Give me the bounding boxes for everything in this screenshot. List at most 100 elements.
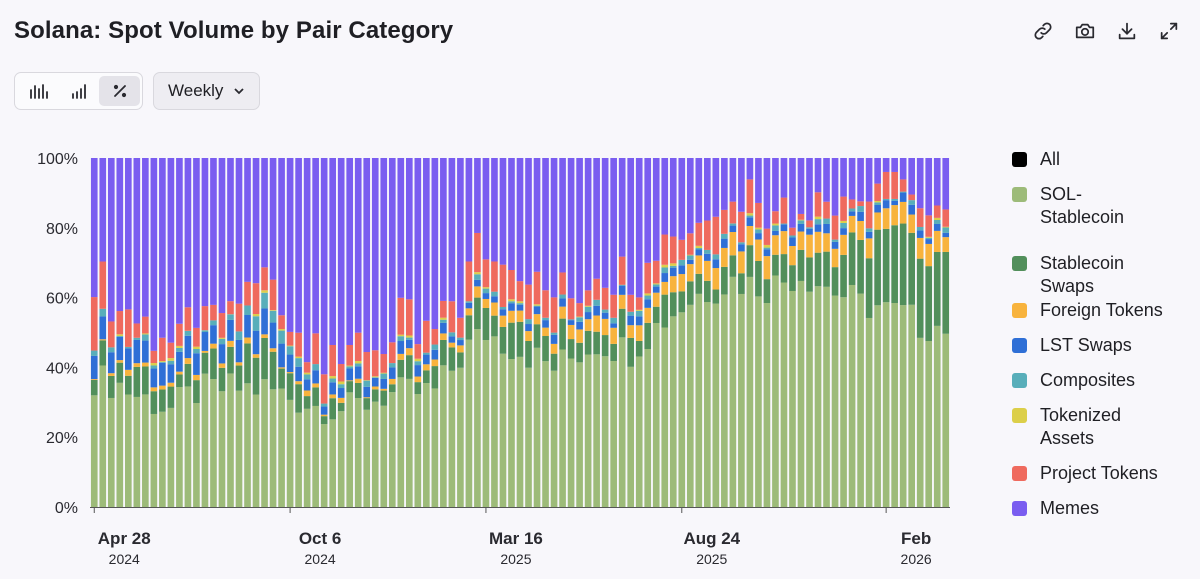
bar-segment-foreign[interactable] — [678, 274, 686, 292]
bar-segment-stable_swaps[interactable] — [107, 375, 115, 398]
bar-segment-memes[interactable] — [601, 158, 609, 288]
bar-segment-memes[interactable] — [278, 158, 285, 316]
bar-segment-lst[interactable] — [797, 223, 805, 232]
bar-segment-foreign[interactable] — [116, 360, 124, 363]
bar-segment-sol_stable[interactable] — [99, 365, 107, 507]
bar-segment-tokenized[interactable] — [261, 290, 268, 293]
bar-segment-stable_swaps[interactable] — [669, 292, 677, 317]
bar-segment-sol_stable[interactable] — [712, 303, 720, 507]
bar-segment-foreign[interactable] — [772, 235, 779, 255]
bar-segment-stable_swaps[interactable] — [516, 321, 524, 357]
bar-segment-stable_swaps[interactable] — [704, 280, 711, 303]
bar-segment-lst[interactable] — [397, 341, 405, 354]
bar-segment-foreign[interactable] — [584, 319, 592, 331]
bar-segment-memes[interactable] — [780, 158, 788, 198]
bar-segment-sol_stable[interactable] — [133, 396, 141, 507]
bar-segment-stable_swaps[interactable] — [891, 225, 898, 304]
bar-segment-project[interactable] — [525, 284, 532, 320]
bar-segment-lst[interactable] — [814, 224, 822, 232]
bar-segment-stable_swaps[interactable] — [644, 322, 652, 349]
bar-chart-stacked-icon[interactable] — [58, 76, 99, 106]
bar-segment-lst[interactable] — [806, 228, 813, 235]
bar-segment-project[interactable] — [942, 209, 950, 227]
bar-segment-composites[interactable] — [465, 301, 473, 303]
bar-segment-sol_stable[interactable] — [244, 383, 251, 507]
bar-segment-project[interactable] — [184, 307, 192, 331]
bar-segment-lst[interactable] — [252, 330, 260, 355]
bar-segment-tokenized[interactable] — [755, 227, 762, 230]
legend-item-project[interactable]: Project Tokens — [1012, 462, 1165, 485]
bar-segment-lst[interactable] — [474, 279, 481, 287]
bar-segment-stable_swaps[interactable] — [320, 416, 328, 425]
bar-segment-composites[interactable] — [388, 363, 396, 368]
bar-segment-stable_swaps[interactable] — [840, 254, 847, 298]
bar-segment-tokenized[interactable] — [695, 245, 703, 249]
bar-segment-lst[interactable] — [107, 352, 115, 374]
bar-segment-stable_swaps[interactable] — [695, 273, 703, 294]
bar-segment-foreign[interactable] — [882, 208, 890, 229]
bar-segment-lst[interactable] — [857, 211, 864, 221]
bar-segment-lst[interactable] — [644, 299, 652, 308]
bar-segment-sol_stable[interactable] — [482, 340, 490, 507]
bar-segment-sol_stable[interactable] — [269, 389, 277, 507]
bar-segment-stable_swaps[interactable] — [397, 359, 405, 378]
bar-segment-composites[interactable] — [584, 306, 592, 313]
bar-segment-sol_stable[interactable] — [576, 362, 583, 507]
bar-segment-composites[interactable] — [882, 198, 890, 201]
bar-segment-foreign[interactable] — [567, 324, 575, 340]
bar-segment-foreign[interactable] — [857, 220, 864, 240]
bar-segment-project[interactable] — [159, 337, 166, 362]
bar-segment-composites[interactable] — [320, 403, 328, 407]
bar-segment-project[interactable] — [678, 239, 686, 260]
bar-segment-stable_swaps[interactable] — [755, 260, 762, 297]
bar-segment-tokenized[interactable] — [576, 316, 583, 318]
bar-segment-composites[interactable] — [908, 200, 915, 205]
bar-segment-sol_stable[interactable] — [320, 424, 328, 507]
bar-segment-project[interactable] — [916, 208, 924, 227]
bar-segment-foreign[interactable] — [491, 302, 498, 316]
bar-segment-memes[interactable] — [125, 158, 132, 310]
bar-segment-sol_stable[interactable] — [278, 388, 285, 507]
bar-segment-composites[interactable] — [789, 235, 796, 238]
bar-segment-composites[interactable] — [704, 249, 711, 254]
bar-segment-composites[interactable] — [635, 310, 643, 317]
bar-segment-memes[interactable] — [405, 158, 413, 300]
bar-segment-tokenized[interactable] — [252, 314, 260, 317]
bar-segment-stable_swaps[interactable] — [584, 330, 592, 355]
bar-segment-stable_swaps[interactable] — [814, 252, 822, 287]
bar-segment-lst[interactable] — [704, 253, 711, 261]
bar-segment-lst[interactable] — [729, 225, 737, 233]
bar-segment-project[interactable] — [244, 281, 251, 306]
bar-segment-stable_swaps[interactable] — [354, 382, 362, 398]
bar-segment-stable_swaps[interactable] — [405, 355, 413, 379]
bar-segment-stable_swaps[interactable] — [235, 365, 243, 391]
bar-segment-foreign[interactable] — [397, 353, 405, 360]
bar-segment-stable_swaps[interactable] — [193, 380, 200, 404]
bar-segment-sol_stable[interactable] — [678, 312, 686, 507]
bar-segment-foreign[interactable] — [874, 212, 881, 230]
bar-segment-foreign[interactable] — [738, 251, 745, 274]
bar-segment-lst[interactable] — [618, 285, 626, 295]
bar-segment-tokenized[interactable] — [874, 201, 881, 203]
bar-segment-project[interactable] — [474, 232, 481, 273]
bar-segment-memes[interactable] — [525, 158, 532, 285]
bar-segment-tokenized[interactable] — [644, 293, 652, 296]
bar-segment-memes[interactable] — [397, 158, 405, 298]
bar-segment-foreign[interactable] — [576, 329, 583, 343]
bar-segment-sol_stable[interactable] — [669, 316, 677, 507]
bar-segment-memes[interactable] — [848, 158, 856, 200]
bar-segment-memes[interactable] — [448, 158, 456, 302]
bar-segment-stable_swaps[interactable] — [99, 340, 107, 366]
bar-segment-project[interactable] — [559, 272, 566, 295]
bar-segment-foreign[interactable] — [167, 382, 175, 387]
bar-segment-sol_stable[interactable] — [899, 305, 907, 507]
bar-segment-memes[interactable] — [712, 158, 720, 217]
bar-segment-lst[interactable] — [635, 316, 643, 326]
bar-segment-foreign[interactable] — [125, 369, 132, 376]
bar-segment-project[interactable] — [584, 290, 592, 306]
bar-segment-composites[interactable] — [550, 332, 558, 335]
bar-segment-stable_swaps[interactable] — [312, 387, 319, 406]
bar-segment-project[interactable] — [380, 354, 388, 373]
bar-segment-composites[interactable] — [380, 373, 388, 379]
bar-segment-stable_swaps[interactable] — [269, 351, 277, 390]
